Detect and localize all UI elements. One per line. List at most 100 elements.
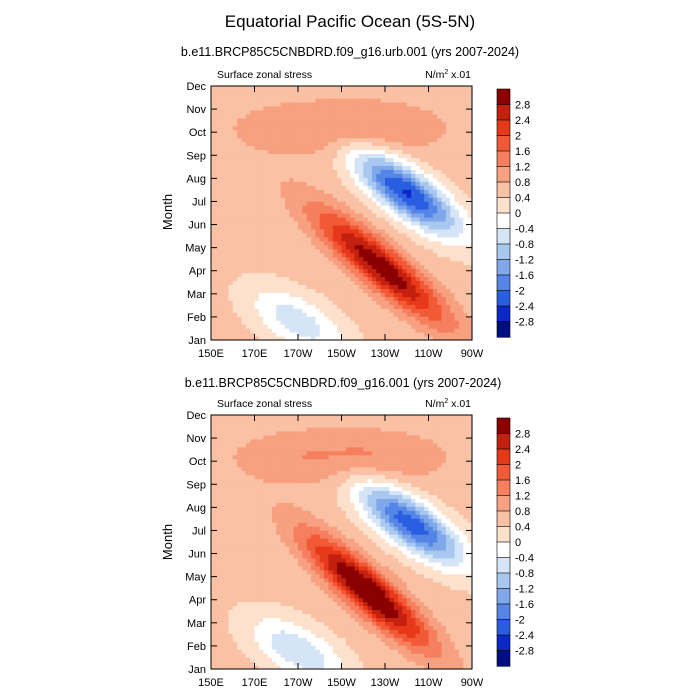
field-cell	[280, 161, 286, 166]
field-cell	[376, 308, 382, 313]
field-cell	[263, 637, 269, 642]
field-cell	[267, 538, 273, 543]
field-cell	[267, 530, 273, 535]
field-cell	[237, 415, 243, 420]
field-cell	[245, 300, 251, 305]
field-cell	[389, 113, 395, 119]
contour-field	[211, 86, 473, 341]
field-cell	[445, 256, 451, 262]
field-cell	[354, 252, 360, 258]
field-cell	[311, 213, 316, 218]
field-cell	[245, 645, 251, 650]
field-cell	[345, 248, 351, 254]
field-cell	[258, 260, 264, 266]
field-cell	[385, 316, 390, 321]
field-cell	[315, 153, 321, 159]
field-cell	[237, 446, 243, 452]
field-cell	[215, 224, 221, 230]
field-cell	[250, 308, 256, 313]
field-cell	[311, 308, 316, 313]
field-cell	[432, 133, 438, 139]
field-cell	[250, 434, 256, 440]
field-cell	[445, 161, 451, 166]
field-cell	[271, 506, 277, 511]
field-cell	[441, 185, 447, 190]
field-cell	[450, 308, 456, 313]
field-cell	[215, 256, 221, 262]
field-cell	[463, 185, 469, 190]
field-cell	[419, 189, 425, 194]
field-cell	[428, 93, 434, 99]
field-cell	[445, 197, 451, 202]
field-cell	[398, 228, 403, 234]
field-cell	[306, 205, 312, 210]
field-cell	[350, 232, 356, 238]
field-cell	[241, 272, 247, 278]
field-cell	[228, 458, 234, 464]
field-cell	[437, 201, 443, 206]
field-cell	[441, 137, 447, 143]
field-cell	[354, 264, 360, 270]
field-cell	[263, 545, 269, 551]
field-cell	[224, 601, 229, 607]
field-cell	[428, 157, 434, 163]
field-cell	[237, 490, 243, 495]
field-cell	[419, 185, 425, 190]
field-cell	[428, 133, 434, 139]
field-cell	[324, 86, 330, 91]
field-cell	[411, 248, 417, 254]
field-cell	[389, 256, 395, 262]
field-cell	[224, 205, 229, 210]
field-cell	[358, 236, 364, 242]
field-cell	[432, 93, 438, 99]
field-cell	[458, 169, 464, 174]
field-cell	[324, 264, 330, 270]
field-cell	[315, 256, 321, 262]
field-cell	[302, 121, 308, 127]
field-cell	[211, 426, 216, 432]
field-cell	[276, 129, 282, 135]
field-cell	[293, 157, 299, 163]
field-cell	[219, 193, 225, 198]
field-cell	[284, 161, 290, 166]
field-cell	[280, 133, 286, 139]
field-cell	[224, 213, 229, 218]
field-cell	[437, 236, 443, 242]
field-cell	[411, 113, 417, 119]
field-cell	[376, 189, 382, 194]
field-cell	[380, 145, 386, 151]
field-cell	[271, 474, 277, 480]
field-cell	[232, 89, 238, 95]
field-cell	[284, 209, 290, 214]
field-cell	[298, 125, 303, 131]
field-cell	[354, 161, 360, 166]
field-cell	[271, 173, 277, 178]
field-cell	[328, 149, 334, 155]
field-cell	[437, 161, 443, 166]
field-cell	[411, 268, 417, 274]
field-cell	[276, 522, 282, 527]
field-cell	[467, 276, 473, 282]
field-cell	[415, 197, 421, 202]
field-cell	[398, 133, 403, 139]
field-cell	[393, 312, 399, 317]
field-cell	[411, 121, 417, 127]
field-cell	[398, 244, 403, 250]
field-cell	[250, 625, 256, 630]
field-cell	[215, 557, 221, 563]
field-cell	[298, 153, 303, 159]
field-cell	[367, 220, 373, 226]
field-cell	[358, 264, 364, 270]
field-cell	[280, 288, 286, 293]
field-cell	[385, 336, 390, 341]
field-cell	[337, 149, 343, 155]
field-cell	[232, 97, 238, 103]
field-cell	[454, 185, 460, 190]
field-cell	[267, 502, 273, 507]
field-cell	[245, 522, 251, 527]
field-cell	[306, 173, 312, 178]
field-cell	[219, 526, 225, 531]
field-cell	[267, 220, 273, 226]
field-cell	[254, 252, 260, 258]
field-cell	[250, 510, 256, 515]
